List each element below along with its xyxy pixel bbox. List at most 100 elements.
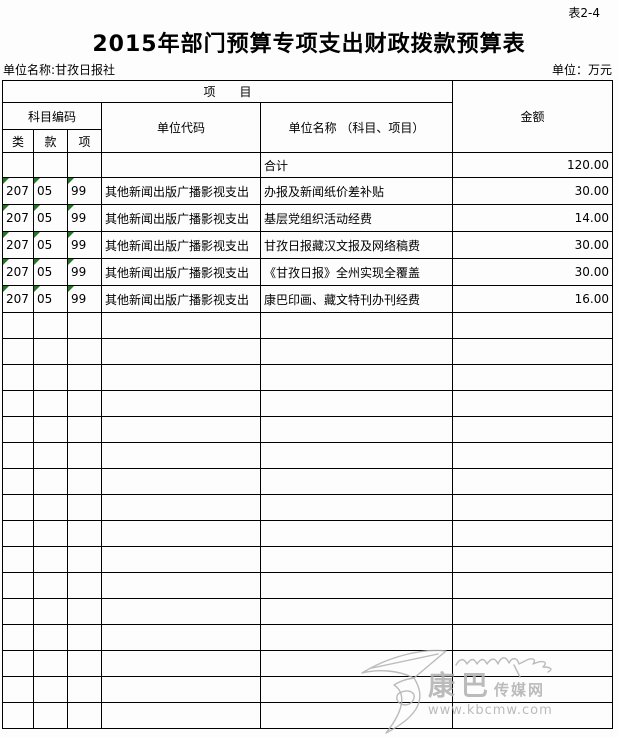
empty-cell bbox=[33, 468, 68, 495]
empty-cell bbox=[101, 572, 261, 599]
empty-cell bbox=[259, 676, 454, 703]
cell-unit-code: 其他新闻出版广播影视支出 bbox=[101, 231, 261, 259]
empty-cell bbox=[259, 338, 454, 365]
empty-cell bbox=[67, 546, 102, 573]
cell-amount: 30.00 bbox=[452, 231, 614, 259]
empty-cell bbox=[452, 520, 614, 547]
empty-cell bbox=[452, 494, 614, 521]
empty-cell bbox=[101, 598, 261, 625]
empty-cell bbox=[67, 598, 102, 625]
empty-cell bbox=[2, 624, 34, 651]
empty-cell bbox=[452, 572, 614, 599]
empty-cell bbox=[33, 624, 68, 651]
empty-cell bbox=[101, 312, 261, 339]
cell-unit-code: 其他新闻出版广播影视支出 bbox=[101, 204, 261, 232]
table-row: 207 05 99 其他新闻出版广播影视支出 甘孜日报藏汉文报及网络稿费 30.… bbox=[2, 231, 614, 259]
cell-section-code: 05 bbox=[33, 285, 68, 313]
empty-cell bbox=[259, 442, 454, 469]
empty-cell bbox=[101, 546, 261, 573]
empty-table-row bbox=[2, 494, 614, 521]
empty-cell bbox=[452, 416, 614, 443]
cell-amount: 30.00 bbox=[452, 258, 614, 286]
empty-table-row bbox=[2, 338, 614, 365]
empty-cell bbox=[33, 152, 68, 178]
empty-cell bbox=[2, 702, 34, 729]
empty-cell bbox=[259, 572, 454, 599]
empty-cell bbox=[259, 364, 454, 391]
empty-cell bbox=[33, 494, 68, 521]
empty-cell bbox=[33, 338, 68, 365]
empty-cell bbox=[67, 520, 102, 547]
empty-cell bbox=[33, 416, 68, 443]
empty-cell bbox=[101, 468, 261, 495]
empty-cell bbox=[101, 152, 261, 178]
empty-cell bbox=[452, 390, 614, 417]
empty-cell bbox=[452, 624, 614, 651]
cell-class-code: 207 bbox=[2, 258, 34, 286]
empty-cell bbox=[2, 152, 34, 178]
cell-section-code: 05 bbox=[33, 231, 68, 259]
unit-name-label: 单位名称:甘孜日报社 bbox=[3, 63, 116, 77]
empty-cell bbox=[452, 338, 614, 365]
empty-cell bbox=[101, 390, 261, 417]
empty-cell bbox=[452, 364, 614, 391]
header-amount: 金额 bbox=[452, 80, 614, 153]
cell-section-code: 05 bbox=[33, 204, 68, 232]
cell-unit-code: 其他新闻出版广播影视支出 bbox=[101, 258, 261, 286]
empty-cell bbox=[259, 390, 454, 417]
empty-cell bbox=[33, 312, 68, 339]
empty-cell bbox=[259, 702, 454, 729]
empty-cell bbox=[2, 468, 34, 495]
header-row-ckx: 类 款 项 bbox=[2, 129, 613, 153]
empty-cell bbox=[2, 546, 34, 573]
empty-cell bbox=[452, 468, 614, 495]
empty-cell bbox=[101, 494, 261, 521]
header-item-group: 项 目 bbox=[1, 80, 454, 103]
empty-cell bbox=[33, 598, 68, 625]
empty-cell bbox=[101, 624, 261, 651]
cell-class-code: 207 bbox=[2, 177, 34, 205]
cell-amount: 14.00 bbox=[452, 204, 614, 232]
table-row: 207 05 99 其他新闻出版广播影视支出 康巴印画、藏文特刊办刊经费 16.… bbox=[2, 285, 614, 313]
empty-cell bbox=[2, 364, 34, 391]
total-row: 合计 120.00 bbox=[2, 152, 614, 178]
empty-cell bbox=[101, 416, 261, 443]
header-row-codes: 科目编码 单位代码 单位名称 （科目、项目） bbox=[2, 102, 613, 153]
empty-cell bbox=[33, 676, 68, 703]
empty-cell bbox=[67, 442, 102, 469]
info-row: 单位名称:甘孜日报社 单位：万元 bbox=[3, 61, 612, 78]
cell-class-code: 207 bbox=[2, 285, 34, 313]
cell-section-code: 05 bbox=[33, 177, 68, 205]
empty-cell bbox=[259, 650, 454, 677]
empty-table-row bbox=[2, 416, 614, 443]
header-unit-name: 单位名称 （科目、项目） bbox=[259, 102, 454, 153]
cell-unit-code: 其他新闻出版广播影视支出 bbox=[101, 285, 261, 313]
empty-cell bbox=[452, 650, 614, 677]
cell-project-name: 康巴印画、藏文特刊办刊经费 bbox=[259, 285, 454, 313]
empty-cell bbox=[33, 702, 68, 729]
empty-cell bbox=[259, 416, 454, 443]
empty-cell bbox=[101, 676, 261, 703]
empty-cell bbox=[67, 650, 102, 677]
table-row: 207 05 99 其他新闻出版广播影视支出 办报及新闻纸价差补贴 30.00 bbox=[2, 177, 614, 205]
cell-project-name: 基层党组织活动经费 bbox=[259, 204, 454, 232]
empty-cell bbox=[67, 416, 102, 443]
header-row-item: 项 目 金额 bbox=[1, 80, 614, 153]
empty-cell bbox=[101, 338, 261, 365]
empty-cell bbox=[2, 494, 34, 521]
empty-cell bbox=[259, 624, 454, 651]
empty-cell bbox=[452, 676, 614, 703]
total-amount: 120.00 bbox=[452, 152, 614, 178]
empty-cell bbox=[259, 546, 454, 573]
header-subject-code: 科目编码 bbox=[2, 102, 102, 130]
table-row: 207 05 99 其他新闻出版广播影视支出 基层党组织活动经费 14.00 bbox=[2, 204, 614, 232]
empty-table-row bbox=[2, 572, 614, 599]
empty-cell bbox=[259, 494, 454, 521]
empty-cell bbox=[2, 520, 34, 547]
empty-cell bbox=[67, 338, 102, 365]
empty-cell bbox=[67, 676, 102, 703]
empty-cell bbox=[33, 442, 68, 469]
cell-class-code: 207 bbox=[2, 204, 34, 232]
empty-cell bbox=[2, 676, 34, 703]
